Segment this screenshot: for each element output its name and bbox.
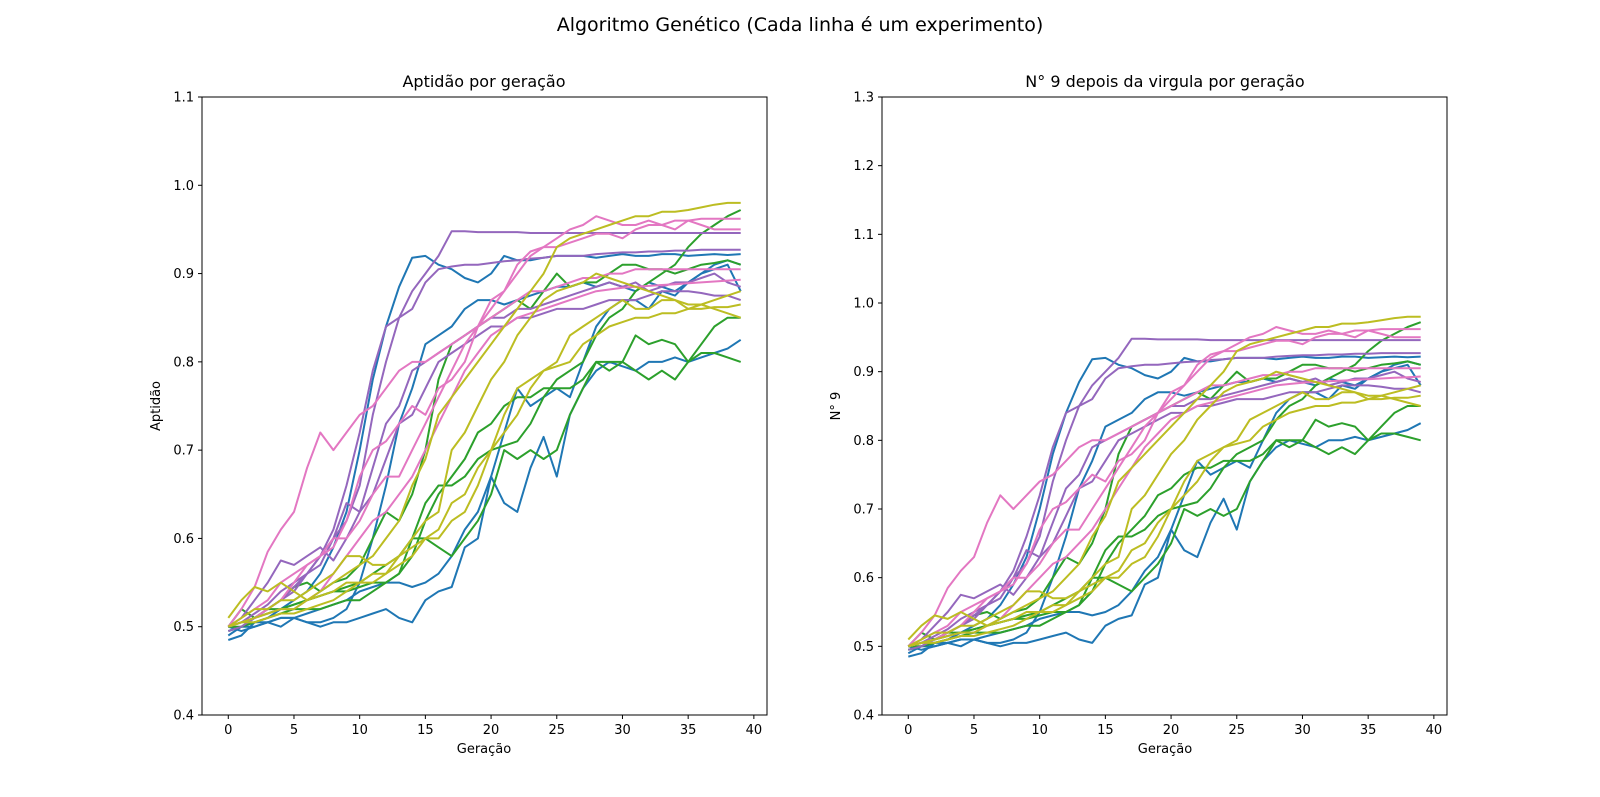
y-tick-label: 0.5 <box>853 640 874 655</box>
chart-nines: N° 9 depois da virgula por geração Geraç… <box>829 72 1448 757</box>
x-tick-label: 40 <box>746 723 763 738</box>
x-tick-label: 0 <box>904 723 912 738</box>
y-tick-label: 0.5 <box>173 620 194 635</box>
y-axis-label: Aptidão <box>149 381 164 431</box>
y-tick-label: 1.2 <box>853 159 874 174</box>
x-tick-label: 20 <box>483 723 500 738</box>
y-axis-label: N° 9 <box>829 392 844 421</box>
x-tick-label: 25 <box>1228 723 1245 738</box>
series-line-14 <box>907 329 1421 648</box>
y-tick-label: 0.6 <box>173 532 194 547</box>
y-tick-label: 1.1 <box>853 228 874 243</box>
x-tick-label: 10 <box>1031 723 1048 738</box>
chart-title: N° 9 depois da virgula por geração <box>1025 72 1304 91</box>
series-lines <box>907 315 1422 658</box>
y-tick-label: 0.4 <box>173 709 194 724</box>
x-tick-label: 15 <box>1097 723 1114 738</box>
series-line-3 <box>908 360 1421 651</box>
series-line-7 <box>908 405 1421 648</box>
x-tick-label: 35 <box>1360 723 1377 738</box>
series-line-3 <box>227 259 742 633</box>
series-line-19 <box>227 303 741 628</box>
series-line-9 <box>908 337 1421 648</box>
y-tick-label: 0.8 <box>853 434 874 449</box>
series-line-19 <box>908 394 1421 648</box>
x-ticks: 0 5 10 15 20 25 30 35 40 <box>224 715 762 738</box>
series-line-12 <box>907 367 1421 647</box>
x-axis-label: Geração <box>1138 742 1192 757</box>
series-line-12 <box>227 268 741 628</box>
series-line-0 <box>227 253 741 641</box>
y-ticks: 0.4 0.5 0.6 0.7 0.8 0.9 1.0 1.1 <box>173 91 202 724</box>
series-line-7 <box>228 316 741 628</box>
x-tick-label: 20 <box>1163 723 1180 738</box>
series-line-18 <box>908 384 1421 648</box>
y-ticks: 0.4 0.5 0.6 0.7 0.8 0.9 1.0 1.1 1.2 1.3 <box>853 91 882 724</box>
x-tick-label: 40 <box>1426 723 1443 738</box>
y-tick-label: 1.0 <box>173 179 194 194</box>
series-line-0 <box>908 355 1421 658</box>
x-tick-label: 10 <box>351 723 368 738</box>
x-tick-label: 15 <box>417 723 434 738</box>
y-tick-label: 0.4 <box>853 709 874 724</box>
series-line-18 <box>227 290 742 628</box>
x-tick-label: 30 <box>1294 723 1311 738</box>
y-tick-label: 0.6 <box>853 571 874 586</box>
x-tick-label: 35 <box>680 723 697 738</box>
x-tick-label: 0 <box>224 723 232 738</box>
series-lines <box>227 201 742 641</box>
plot-frame <box>881 96 1448 716</box>
series-line-16 <box>907 315 1421 641</box>
x-tick-label: 30 <box>614 723 631 738</box>
y-tick-label: 0.7 <box>173 444 194 459</box>
series-line-9 <box>227 230 741 628</box>
x-axis-label: Geração <box>457 742 511 757</box>
x-tick-label: 5 <box>290 723 298 738</box>
y-tick-label: 0.9 <box>173 267 194 282</box>
x-tick-label: 5 <box>970 723 978 738</box>
y-tick-label: 1.1 <box>173 91 194 106</box>
figure-suptitle: Algoritmo Genético (Cada linha é um expe… <box>557 14 1044 36</box>
chart-title: Aptidão por geração <box>402 72 565 91</box>
y-tick-label: 1.3 <box>853 91 874 106</box>
y-tick-label: 0.8 <box>173 355 194 370</box>
y-tick-label: 1.0 <box>853 297 874 312</box>
x-ticks: 0 5 10 15 20 25 30 35 40 <box>904 715 1442 738</box>
series-line-17 <box>907 370 1421 648</box>
series-line-16 <box>227 201 741 619</box>
series-line-17 <box>227 272 742 628</box>
y-tick-label: 0.7 <box>853 503 874 518</box>
plot-frame <box>201 96 768 716</box>
y-tick-label: 0.9 <box>853 365 874 380</box>
series-line-14 <box>227 219 741 628</box>
x-tick-label: 25 <box>548 723 565 738</box>
chart-fitness: Aptidão por geração Geração Aptidão 0 5 10… <box>149 72 768 757</box>
